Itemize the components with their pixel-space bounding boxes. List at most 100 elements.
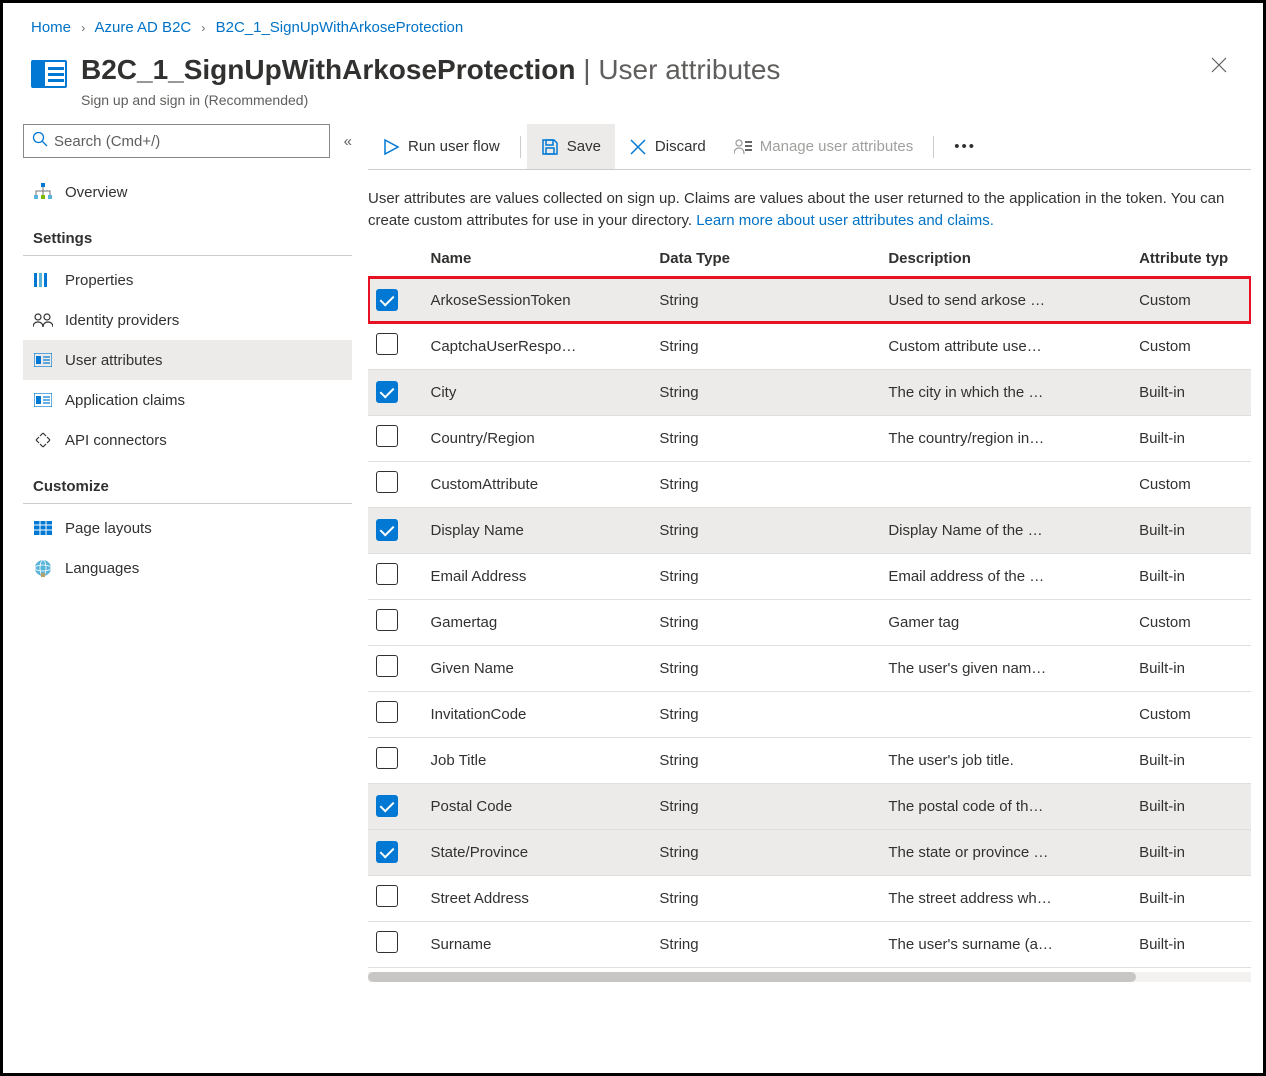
sidebar-item-overview[interactable]: Overview	[23, 172, 352, 212]
manage-user-attributes-button[interactable]: Manage user attributes	[720, 124, 927, 169]
cell-attribute-type: Custom	[1131, 461, 1251, 507]
sidebar-item-languages[interactable]: Languages	[23, 548, 352, 588]
save-icon	[541, 138, 559, 156]
toolbar-separator	[933, 136, 934, 158]
more-actions-button[interactable]: •••	[940, 124, 990, 169]
cell-attribute-type: Built-in	[1131, 829, 1251, 875]
run-user-flow-button[interactable]: Run user flow	[368, 124, 514, 169]
cell-attribute-type: Custom	[1131, 599, 1251, 645]
search-input[interactable]: Search (Cmd+/)	[23, 124, 330, 158]
user-flow-icon	[31, 60, 67, 88]
breadcrumb-home[interactable]: Home	[31, 19, 71, 36]
sidebar-item-label: Languages	[65, 560, 139, 577]
table-row[interactable]: State/ProvinceStringThe state or provinc…	[368, 829, 1251, 875]
toolbar: Run user flow Save Discard Manage user a	[368, 124, 1251, 170]
column-header-type[interactable]: Data Type	[651, 240, 880, 278]
sidebar-item-identity-providers[interactable]: Identity providers	[23, 300, 352, 340]
row-checkbox[interactable]	[376, 519, 398, 541]
cell-type: String	[651, 829, 880, 875]
table-row[interactable]: GamertagStringGamer tagCustom	[368, 599, 1251, 645]
cell-description	[880, 461, 1131, 507]
close-button[interactable]	[1203, 52, 1235, 83]
table-row[interactable]: Country/RegionStringThe country/region i…	[368, 415, 1251, 461]
row-checkbox[interactable]	[376, 841, 398, 863]
sidebar-item-properties[interactable]: Properties	[23, 260, 352, 300]
column-header-checkbox	[368, 240, 423, 278]
sidebar-item-label: Application claims	[65, 392, 185, 409]
search-placeholder: Search (Cmd+/)	[54, 133, 160, 150]
cell-name: Display Name	[423, 507, 652, 553]
row-checkbox[interactable]	[376, 381, 398, 403]
column-header-attribute-type[interactable]: Attribute typ	[1131, 240, 1251, 278]
cell-description: Gamer tag	[880, 599, 1131, 645]
table-row[interactable]: CityStringThe city in which the …Built-i…	[368, 369, 1251, 415]
table-row[interactable]: Street AddressStringThe street address w…	[368, 875, 1251, 921]
sidebar-item-label: Page layouts	[65, 520, 152, 537]
chevron-right-icon: ›	[201, 21, 205, 35]
table-row[interactable]: CustomAttributeStringCustom	[368, 461, 1251, 507]
cell-name: Given Name	[423, 645, 652, 691]
row-checkbox[interactable]	[376, 289, 398, 311]
sidebar-item-application-claims[interactable]: Application claims	[23, 380, 352, 420]
toolbar-label: Discard	[655, 138, 706, 155]
cell-type: String	[651, 691, 880, 737]
row-checkbox[interactable]	[376, 795, 398, 817]
cell-description: The city in which the …	[880, 369, 1131, 415]
row-checkbox[interactable]	[376, 609, 398, 631]
table-row[interactable]: CaptchaUserRespo…StringCustom attribute …	[368, 323, 1251, 369]
row-checkbox[interactable]	[376, 333, 398, 355]
horizontal-scrollbar[interactable]	[368, 972, 1251, 982]
save-button[interactable]: Save	[527, 124, 615, 169]
row-checkbox[interactable]	[376, 563, 398, 585]
sidebar-item-page-layouts[interactable]: Page layouts	[23, 508, 352, 548]
cell-type: String	[651, 875, 880, 921]
cell-attribute-type: Built-in	[1131, 507, 1251, 553]
row-checkbox[interactable]	[376, 655, 398, 677]
table-row[interactable]: Email AddressStringEmail address of the …	[368, 553, 1251, 599]
cell-name: Gamertag	[423, 599, 652, 645]
row-checkbox[interactable]	[376, 931, 398, 953]
cell-name: ArkoseSessionToken	[423, 277, 652, 323]
user-attributes-icon	[33, 350, 53, 370]
cell-type: String	[651, 369, 880, 415]
cell-description	[880, 691, 1131, 737]
cell-name: Street Address	[423, 875, 652, 921]
cell-name: CaptchaUserRespo…	[423, 323, 652, 369]
cell-attribute-type: Built-in	[1131, 553, 1251, 599]
sidebar-item-api-connectors[interactable]: API connectors	[23, 420, 352, 460]
row-checkbox[interactable]	[376, 747, 398, 769]
cell-description: The user's surname (a…	[880, 921, 1131, 967]
table-row[interactable]: Given NameStringThe user's given nam…Bui…	[368, 645, 1251, 691]
table-row[interactable]: SurnameStringThe user's surname (a…Built…	[368, 921, 1251, 967]
table-row[interactable]: ArkoseSessionTokenStringUsed to send ark…	[368, 277, 1251, 323]
table-row[interactable]: Display NameStringDisplay Name of the …B…	[368, 507, 1251, 553]
toolbar-label: Run user flow	[408, 138, 500, 155]
cell-attribute-type: Built-in	[1131, 645, 1251, 691]
page-title: B2C_1_SignUpWithArkoseProtection | User …	[81, 52, 1203, 88]
row-checkbox[interactable]	[376, 885, 398, 907]
column-header-name[interactable]: Name	[423, 240, 652, 278]
table-row[interactable]: Job TitleStringThe user's job title.Buil…	[368, 737, 1251, 783]
discard-button[interactable]: Discard	[615, 124, 720, 169]
breadcrumb-azure-b2c[interactable]: Azure AD B2C	[95, 19, 192, 36]
cell-type: String	[651, 323, 880, 369]
sidebar-item-user-attributes[interactable]: User attributes	[23, 340, 352, 380]
row-checkbox[interactable]	[376, 701, 398, 723]
table-row[interactable]: Postal CodeStringThe postal code of th…B…	[368, 783, 1251, 829]
breadcrumb-flow[interactable]: B2C_1_SignUpWithArkoseProtection	[216, 19, 464, 36]
cell-description: The user's job title.	[880, 737, 1131, 783]
table-row[interactable]: InvitationCodeStringCustom	[368, 691, 1251, 737]
learn-more-link[interactable]: Learn more about user attributes and cla…	[696, 212, 994, 229]
sidebar-item-label: Overview	[65, 184, 128, 201]
row-checkbox[interactable]	[376, 471, 398, 493]
row-checkbox[interactable]	[376, 425, 398, 447]
main-content: Run user flow Save Discard Manage user a	[368, 124, 1263, 1074]
column-header-description[interactable]: Description	[880, 240, 1131, 278]
cell-attribute-type: Built-in	[1131, 921, 1251, 967]
sidebar: Search (Cmd+/) « Overview Settings Prope…	[3, 124, 368, 1074]
collapse-sidebar-button[interactable]: «	[344, 133, 352, 150]
play-icon	[382, 138, 400, 156]
description-text: User attributes are values collected on …	[368, 170, 1251, 240]
toolbar-label: Manage user attributes	[760, 138, 913, 155]
cell-attribute-type: Custom	[1131, 323, 1251, 369]
